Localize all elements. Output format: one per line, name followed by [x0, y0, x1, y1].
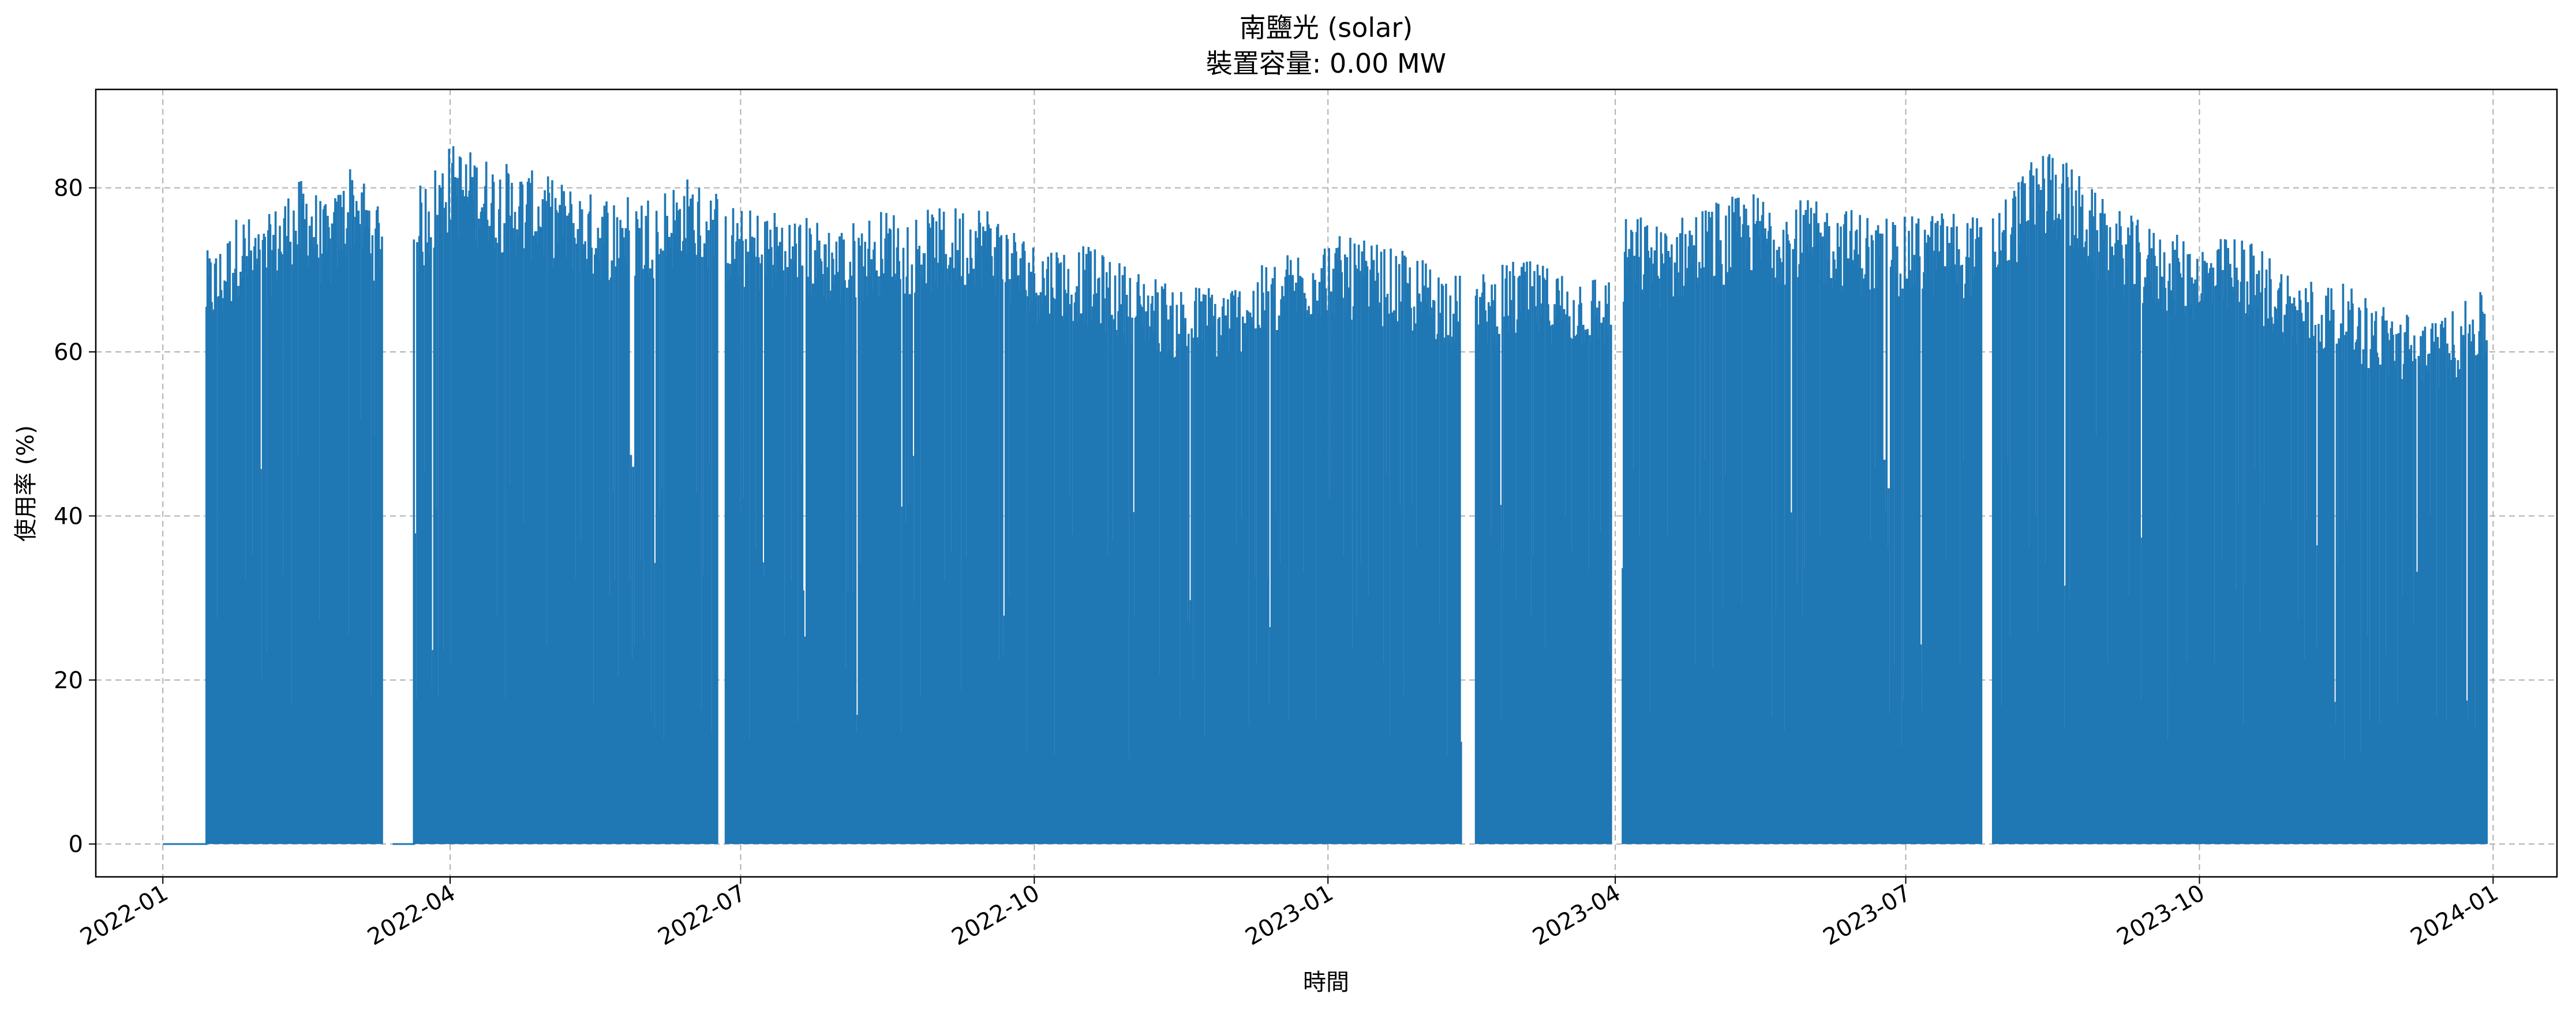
chart-title: 南鹽光 (solar) — [1240, 12, 1413, 43]
series-spikes — [205, 146, 2488, 845]
y-tick-label: 20 — [54, 667, 83, 694]
series-area — [163, 146, 2488, 845]
y-tick-label: 80 — [54, 175, 83, 202]
y-axis: 0 20 40 60 80 — [54, 175, 96, 858]
y-tick-label: 40 — [54, 503, 83, 530]
chart-subtitle: 裝置容量: 0.00 MW — [1206, 48, 1446, 79]
x-axis-label: 時間 — [1303, 969, 1349, 996]
plot-frame — [95, 88, 2558, 878]
y-tick-label: 60 — [54, 339, 83, 366]
y-tick-label: 0 — [69, 831, 83, 858]
y-axis-label: 使用率 (%) — [13, 425, 39, 542]
